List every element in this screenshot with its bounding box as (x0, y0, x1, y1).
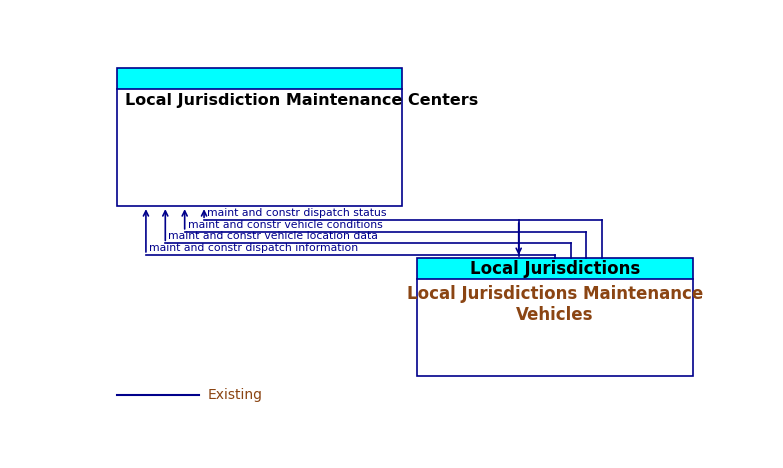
Text: maint and constr vehicle location data: maint and constr vehicle location data (168, 232, 378, 241)
Text: maint and constr dispatch status: maint and constr dispatch status (207, 208, 387, 219)
Text: Local Jurisdictions Maintenance
Vehicles: Local Jurisdictions Maintenance Vehicles (407, 285, 703, 324)
Text: maint and constr dispatch information: maint and constr dispatch information (149, 243, 358, 253)
Bar (417, 258, 693, 376)
Bar (117, 68, 402, 89)
Text: Existing: Existing (207, 388, 263, 402)
Bar (417, 258, 693, 376)
Bar (117, 68, 402, 206)
Text: Local Jurisdiction Maintenance Centers: Local Jurisdiction Maintenance Centers (124, 93, 478, 108)
Bar (117, 68, 402, 206)
Text: maint and constr vehicle conditions: maint and constr vehicle conditions (188, 220, 382, 230)
Text: Local Jurisdictions: Local Jurisdictions (470, 260, 640, 278)
Bar (417, 258, 693, 279)
